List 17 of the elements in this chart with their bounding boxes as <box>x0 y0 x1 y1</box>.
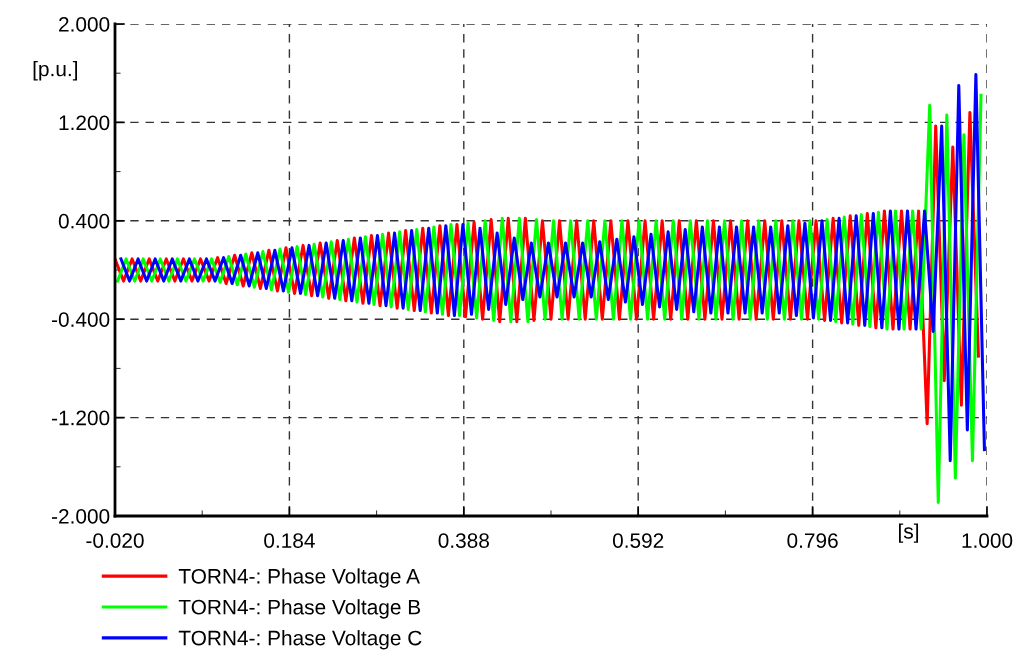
x-tick-label: 0.184 <box>264 533 315 548</box>
x-tick-label: 0.796 <box>787 533 838 548</box>
x-tick-label: 0.592 <box>612 533 664 548</box>
x-axis-title: [s] <box>899 523 919 543</box>
x-tick-label: -0.020 <box>86 533 144 548</box>
y-axis-title: [p.u.] <box>33 61 77 81</box>
x-tick-label: 0.388 <box>438 533 489 548</box>
y-tick-label: 2.000 <box>59 17 110 32</box>
x-tick-label: 1.000 <box>962 533 1013 548</box>
y-tick-label: 1.200 <box>59 115 110 131</box>
y-tick-label: -2.000 <box>52 509 110 524</box>
y-tick-label: 0.400 <box>58 213 110 229</box>
y-tick-label: -0.400 <box>52 312 110 327</box>
y-tick-label: -1.200 <box>52 410 110 426</box>
legend-label: TORN4-: Phase Voltage C <box>178 630 422 650</box>
legend-label: TORN4-: Phase Voltage A <box>178 568 420 588</box>
legend-label: TORN4-: Phase Voltage B <box>178 599 421 619</box>
